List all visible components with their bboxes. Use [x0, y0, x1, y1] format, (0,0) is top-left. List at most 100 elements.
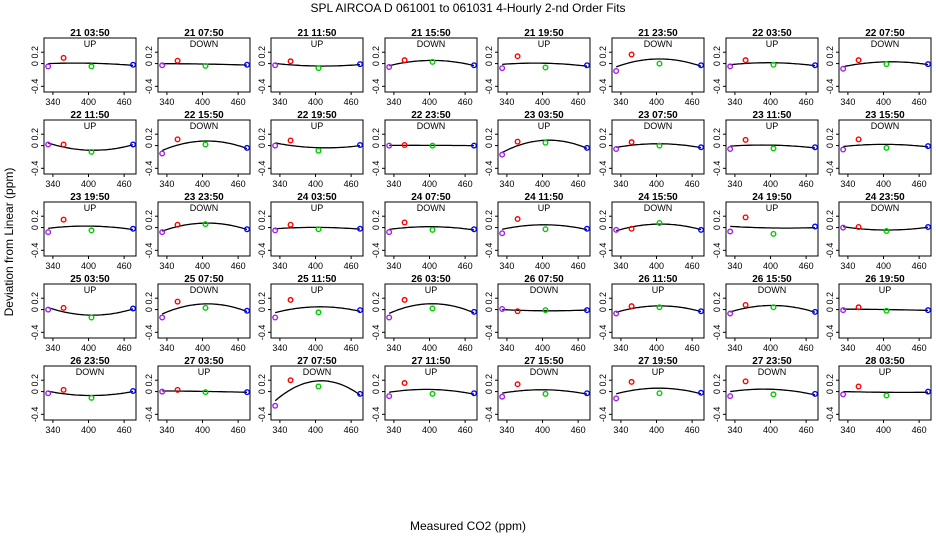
x-tick-label: 460 [571, 343, 586, 353]
panel-title: 26 15:50 [752, 274, 792, 285]
data-point [244, 307, 251, 314]
fit-curve [502, 62, 588, 67]
x-tick-label: 400 [422, 261, 437, 271]
data-point [315, 383, 322, 390]
y-tick-label: 0 [144, 225, 154, 230]
panel-frame [838, 283, 932, 339]
data-point [812, 144, 819, 151]
panel-title: 23 23:50 [184, 192, 224, 203]
y-tick-label: 0 [712, 389, 722, 394]
data-point [88, 63, 95, 70]
y-tick-label: 0 [144, 307, 154, 312]
x-tick-label: 400 [308, 343, 323, 353]
x-tick-label: 460 [571, 425, 586, 435]
data-point [698, 308, 705, 315]
y-tick-label: -0.4 [712, 407, 722, 423]
data-point [656, 390, 663, 397]
y-tick-label: 0.2 [371, 128, 381, 141]
panel-frame [497, 283, 591, 339]
data-point [45, 141, 52, 148]
y-tick-label: 0.2 [825, 46, 835, 59]
y-tick-label: 0 [825, 389, 835, 394]
y-tick-label: -0.4 [598, 325, 608, 341]
y-tick-label: 0 [825, 307, 835, 312]
y-tick-label: -0.4 [825, 407, 835, 423]
data-point [727, 393, 734, 400]
data-point [628, 303, 635, 310]
data-point [386, 63, 393, 70]
x-tick-label: 460 [231, 425, 246, 435]
panel-direction: DOWN [530, 285, 559, 295]
data-point [840, 65, 847, 72]
data-point [315, 226, 322, 233]
y-tick-label: 0 [371, 307, 381, 312]
panel-title: 27 11:50 [412, 356, 451, 367]
y-tick-label: 0.2 [257, 292, 267, 305]
panel-frame [270, 365, 364, 421]
x-tick-label: 400 [308, 97, 323, 107]
y-tick-label: 0 [144, 61, 154, 66]
y-tick-label: 0.2 [30, 46, 40, 59]
y-tick-label: 0.2 [144, 210, 154, 223]
panel-direction: DOWN [190, 39, 219, 49]
x-tick-label: 400 [422, 343, 437, 353]
panel-frame [270, 119, 364, 175]
panel-title: 24 07:50 [411, 192, 451, 203]
x-tick-label: 400 [81, 343, 96, 353]
data-point [244, 144, 251, 151]
data-point [613, 395, 620, 402]
x-tick-label: 400 [876, 97, 891, 107]
x-tick-label: 400 [195, 179, 210, 189]
chart-title: SPL AIRCOA D 061001 to 061031 4-Hourly 2… [310, 1, 625, 15]
data-point [770, 61, 777, 68]
data-point [88, 227, 95, 234]
data-point [357, 61, 364, 68]
panel-direction: DOWN [530, 367, 559, 377]
data-point [174, 221, 181, 228]
x-tick-label: 460 [571, 261, 586, 271]
y-tick-label: 0.2 [30, 292, 40, 305]
x-tick-label: 460 [571, 179, 586, 189]
x-tick-label: 400 [422, 97, 437, 107]
fit-curve [843, 143, 929, 148]
data-point [628, 139, 635, 146]
x-tick-label: 340 [386, 425, 401, 435]
y-tick-label: -0.4 [825, 161, 835, 177]
fit-curve [48, 390, 134, 397]
y-tick-label: 0 [825, 225, 835, 230]
data-point [287, 296, 294, 303]
data-point [202, 62, 209, 69]
y-tick-label: 0.2 [484, 210, 494, 223]
panel-frame [725, 365, 819, 421]
panel-direction: UP [311, 39, 324, 49]
data-point [244, 61, 251, 68]
panel-direction: UP [84, 203, 97, 213]
data-point [855, 304, 862, 311]
y-tick-label: -0.4 [144, 161, 154, 177]
x-tick-label: 460 [912, 179, 927, 189]
data-point [272, 142, 279, 149]
y-tick-label: 0.2 [825, 210, 835, 223]
x-tick-label: 460 [458, 343, 473, 353]
y-tick-label: -0.4 [371, 243, 381, 259]
x-tick-label: 400 [876, 343, 891, 353]
data-point [88, 394, 95, 401]
data-point [315, 309, 322, 316]
x-tick-label: 340 [386, 261, 401, 271]
data-point [925, 388, 932, 395]
y-tick-label: -0.4 [598, 407, 608, 423]
x-tick-label: 340 [45, 97, 60, 107]
data-point [45, 63, 52, 70]
y-tick-label: 0.2 [144, 374, 154, 387]
data-point [202, 221, 209, 228]
y-tick-label: -0.4 [144, 79, 154, 95]
data-point [925, 224, 932, 231]
panel-direction: DOWN [417, 39, 446, 49]
panel-direction: DOWN [190, 285, 219, 295]
y-tick-label: 0.2 [598, 210, 608, 223]
